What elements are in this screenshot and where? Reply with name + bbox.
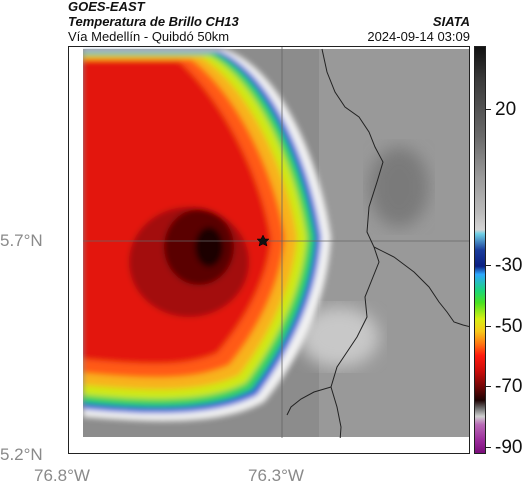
border-line-east [373, 246, 469, 328]
storm-cloud [83, 49, 331, 422]
lat-label-5-2: 5.2°N [0, 445, 43, 464]
map-frame [68, 46, 470, 454]
bottom-margin [69, 438, 469, 453]
star-marker [256, 234, 270, 247]
agency-label: SIATA [432, 14, 470, 29]
background-east [319, 49, 469, 437]
datetime-label: 2024-09-14 03:09 [367, 29, 470, 44]
colorbar-tick-minus50 [486, 326, 491, 327]
colorbar [474, 46, 486, 454]
left-margin [69, 47, 83, 453]
satellite-title: GOES-EAST [68, 0, 145, 14]
brightness-temperature-map [69, 47, 469, 453]
river-line [286, 386, 332, 416]
colorbar-tick-minus30 [486, 265, 491, 266]
route-subtitle: Vía Medellín - Quibdó 50km [68, 29, 230, 44]
lon-label-76-3: 76.3°W [248, 466, 304, 485]
colorbar-label-minus30: -30 [495, 255, 523, 276]
light-cloud-patch [299, 307, 379, 367]
colorbar-tick-minus90 [486, 447, 491, 448]
colorbar-tick-20 [486, 109, 491, 110]
lat-label-5-7: 5.7°N [0, 231, 43, 250]
colorbar-label-minus90: -90 [495, 437, 523, 458]
colorbar-label-minus50: -50 [495, 316, 523, 337]
product-title: Temperatura de Brillo CH13 [68, 14, 239, 29]
colorbar-tick-minus70 [486, 386, 491, 387]
colorbar-label-minus70: -70 [495, 376, 523, 397]
lon-label-76-8: 76.8°W [34, 466, 90, 485]
dark-patch [369, 147, 429, 227]
colorbar-label-20: 20 [495, 99, 517, 120]
